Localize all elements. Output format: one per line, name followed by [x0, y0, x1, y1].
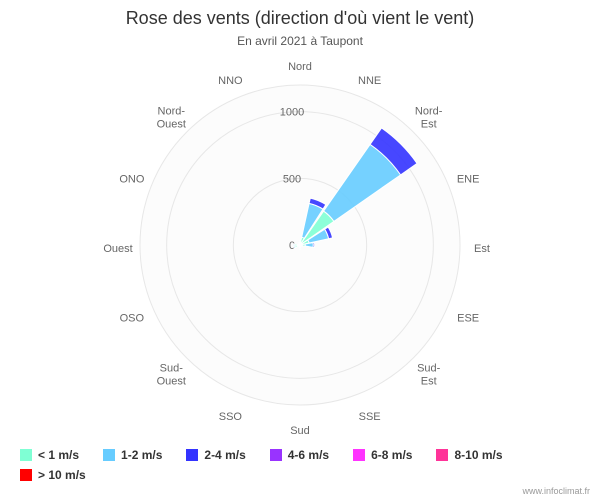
legend-item[interactable]: 4-6 m/s	[270, 448, 329, 462]
legend-swatch	[270, 449, 282, 461]
direction-label: OSO	[120, 313, 145, 325]
wind-rose-wedge	[293, 244, 294, 246]
legend-item[interactable]: 8-10 m/s	[436, 448, 502, 462]
legend-swatch	[20, 449, 32, 461]
legend-swatch	[20, 469, 32, 481]
legend-item[interactable]: 1-2 m/s	[103, 448, 162, 462]
direction-label: ONO	[119, 173, 145, 185]
direction-label: SSO	[219, 411, 243, 423]
wind-rose-wedge	[313, 242, 315, 247]
direction-label: Sud-Ouest	[157, 363, 186, 388]
legend-swatch	[103, 449, 115, 461]
wind-rose-wedge	[305, 243, 313, 248]
legend-label: 6-8 m/s	[371, 448, 412, 462]
direction-label: SSE	[359, 411, 381, 423]
direction-label: ENE	[457, 173, 480, 185]
legend-item[interactable]: > 10 m/s	[20, 468, 86, 482]
wind-rose-wedge	[299, 242, 300, 243]
direction-label: NNO	[218, 75, 243, 87]
legend-label: 1-2 m/s	[121, 448, 162, 462]
direction-label: Sud-Est	[417, 363, 441, 388]
direction-label: Sud	[290, 425, 310, 437]
direction-label: ESE	[457, 313, 479, 325]
direction-label: NNE	[358, 75, 381, 87]
direction-label: Nord	[288, 61, 312, 73]
direction-label: Nord-Ouest	[157, 105, 186, 130]
radial-tick-label: 500	[283, 173, 301, 185]
legend-swatch	[436, 449, 448, 461]
wind-rose-chart: Rose des vents (direction d'où vient le …	[0, 0, 600, 500]
direction-label: Est	[474, 243, 490, 255]
legend-label: 4-6 m/s	[288, 448, 329, 462]
legend-swatch	[186, 449, 198, 461]
radial-tick-label: 1000	[280, 107, 304, 119]
legend-item[interactable]: < 1 m/s	[20, 448, 79, 462]
legend-label: 2-4 m/s	[204, 448, 245, 462]
legend-label: > 10 m/s	[38, 468, 86, 482]
direction-label: Ouest	[103, 243, 132, 255]
legend: < 1 m/s 1-2 m/s 2-4 m/s 4-6 m/s 6-8 m/s 8-10 …	[20, 448, 580, 482]
legend-item[interactable]: 6-8 m/s	[353, 448, 412, 462]
legend-label: < 1 m/s	[38, 448, 79, 462]
wind-rose-svg: Nord NNE Nord-Est ENE Est ESE Sud-Est SSE Sud SSO…	[0, 0, 600, 500]
credits: www.infoclimat.fr	[522, 486, 590, 496]
direction-label: Nord-Est	[415, 105, 443, 130]
legend-swatch	[353, 449, 365, 461]
legend-label: 8-10 m/s	[454, 448, 502, 462]
legend-item[interactable]: 2-4 m/s	[186, 448, 245, 462]
